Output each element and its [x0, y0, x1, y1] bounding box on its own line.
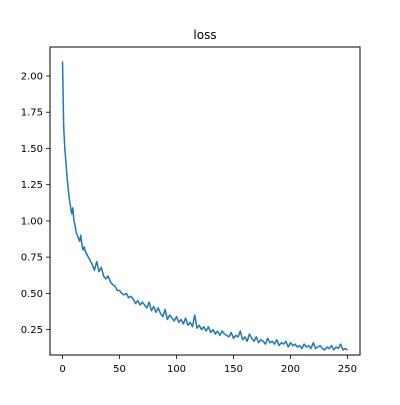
y-tick-label: 2.00: [21, 71, 43, 82]
series-layer: [61, 61, 348, 351]
x-tick-label: 100: [167, 364, 186, 375]
x-tick-label: 150: [224, 364, 243, 375]
x-axis: 0 50 100 150 200 250: [59, 355, 357, 375]
x-tick-label: 0: [59, 364, 65, 375]
y-tick-label: 0.50: [21, 289, 43, 300]
y-tick-label: 1.00: [21, 216, 43, 227]
chart-title: loss: [193, 28, 216, 42]
y-tick-label: 1.50: [21, 144, 43, 155]
loss-series-line: [61, 61, 348, 351]
y-tick-label: 0.75: [21, 253, 43, 264]
x-tick-label: 50: [113, 364, 126, 375]
y-tick-label: 1.75: [21, 108, 43, 119]
plot-area-frame: [49, 46, 361, 356]
x-tick-label: 250: [338, 364, 357, 375]
x-tick-label: 200: [281, 364, 300, 375]
y-tick-label: 1.25: [21, 180, 43, 191]
y-axis: 0.25 0.50 0.75 1.00 1.25 1.50 1.75 2.00: [21, 71, 50, 336]
y-tick-label: 0.25: [21, 325, 43, 336]
